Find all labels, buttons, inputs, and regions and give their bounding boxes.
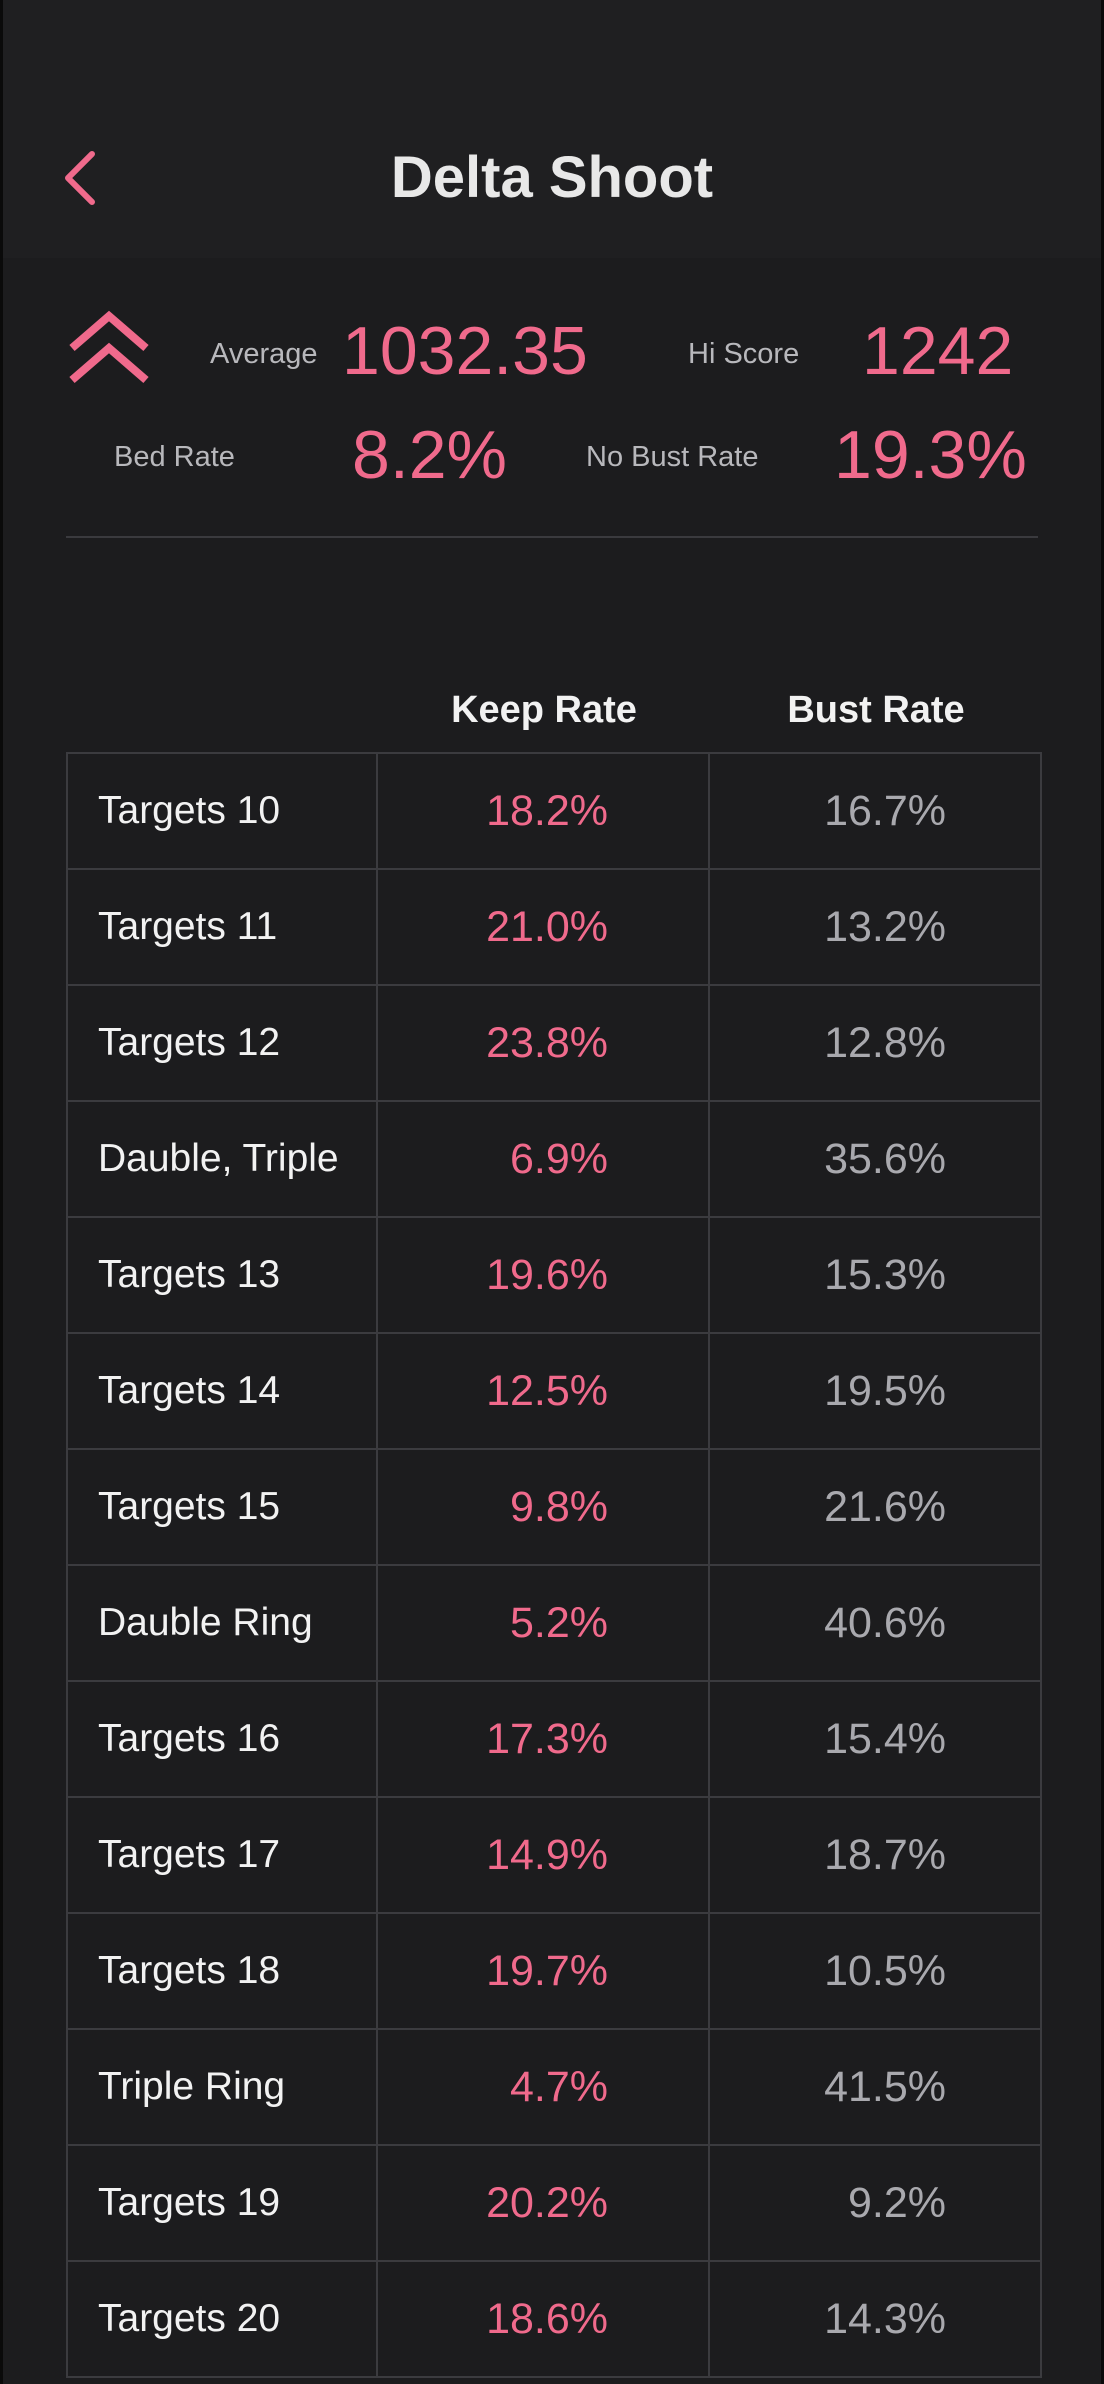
- double-chevron-up-icon: [69, 310, 149, 384]
- table-row: Targets 14 12.5% 19.5%: [68, 1334, 1042, 1450]
- nav-header: Delta Shoot: [0, 0, 1104, 258]
- target-name-cell: Targets 11: [68, 870, 378, 984]
- bust-rate-cell: 13.2%: [710, 870, 1042, 984]
- bed-rate-value: 8.2%: [352, 417, 507, 493]
- table-row: Dauble, Triple 6.9% 35.6%: [68, 1102, 1042, 1218]
- bust-rate-cell: 15.3%: [710, 1218, 1042, 1332]
- table-row: Targets 16 17.3% 15.4%: [68, 1682, 1042, 1798]
- bed-rate-label: Bed Rate: [114, 441, 235, 473]
- bust-rate-cell: 35.6%: [710, 1102, 1042, 1216]
- screen-edge: [0, 0, 3, 2384]
- table-row: Triple Ring 4.7% 41.5%: [68, 2030, 1042, 2146]
- rate-table: Targets 10 18.2% 16.7% Targets 11 21.0% 13.2%…: [66, 752, 1042, 2378]
- keep-rate-cell: 20.2%: [378, 2146, 710, 2260]
- bust-rate-cell: 12.8%: [710, 986, 1042, 1100]
- target-name-cell: Dauble Ring: [68, 1566, 378, 1680]
- table-row: Targets 15 9.8% 21.6%: [68, 1450, 1042, 1566]
- bust-rate-cell: 9.2%: [710, 2146, 1042, 2260]
- no-bust-rate-label: No Bust Rate: [586, 441, 759, 473]
- keep-rate-cell: 9.8%: [378, 1450, 710, 1564]
- keep-rate-cell: 19.6%: [378, 1218, 710, 1332]
- hi-score-label: Hi Score: [688, 338, 800, 370]
- screen-edge: [1101, 0, 1104, 2384]
- bust-rate-cell: 15.4%: [710, 1682, 1042, 1796]
- bust-rate-cell: 14.3%: [710, 2262, 1042, 2376]
- target-name-cell: Targets 12: [68, 986, 378, 1100]
- keep-rate-cell: 17.3%: [378, 1682, 710, 1796]
- table-row: Dauble Ring 5.2% 40.6%: [68, 1566, 1042, 1682]
- keep-rate-cell: 21.0%: [378, 870, 710, 984]
- keep-rate-cell: 18.2%: [378, 754, 710, 868]
- bust-rate-cell: 16.7%: [710, 754, 1042, 868]
- keep-rate-cell: 19.7%: [378, 1914, 710, 2028]
- target-name-cell: Targets 16: [68, 1682, 378, 1796]
- target-name-cell: Targets 20: [68, 2262, 378, 2376]
- keep-rate-cell: 18.6%: [378, 2262, 710, 2376]
- average-label: Average: [210, 338, 318, 370]
- bust-rate-cell: 19.5%: [710, 1334, 1042, 1448]
- target-name-cell: Dauble, Triple: [68, 1102, 378, 1216]
- table-row: Targets 13 19.6% 15.3%: [68, 1218, 1042, 1334]
- bust-rate-cell: 41.5%: [710, 2030, 1042, 2144]
- table-header: Keep Rate Bust Rate: [66, 670, 1038, 750]
- table-row: Targets 12 23.8% 12.8%: [68, 986, 1042, 1102]
- table-row: Targets 19 20.2% 9.2%: [68, 2146, 1042, 2262]
- column-header-keep-rate: Keep Rate: [451, 689, 637, 731]
- back-button[interactable]: [50, 140, 110, 216]
- target-name-cell: Triple Ring: [68, 2030, 378, 2144]
- keep-rate-cell: 6.9%: [378, 1102, 710, 1216]
- divider: [66, 536, 1038, 538]
- summary-stats: Average 1032.35 Hi Score 1242 Bed Rate 8…: [0, 258, 1104, 538]
- average-value: 1032.35: [342, 313, 588, 389]
- keep-rate-cell: 14.9%: [378, 1798, 710, 1912]
- bust-rate-cell: 10.5%: [710, 1914, 1042, 2028]
- table-row: Targets 18 19.7% 10.5%: [68, 1914, 1042, 2030]
- keep-rate-cell: 12.5%: [378, 1334, 710, 1448]
- table-row: Targets 11 21.0% 13.2%: [68, 870, 1042, 986]
- keep-rate-cell: 4.7%: [378, 2030, 710, 2144]
- target-name-cell: Targets 13: [68, 1218, 378, 1332]
- keep-rate-cell: 23.8%: [378, 986, 710, 1100]
- table-row: Targets 10 18.2% 16.7%: [68, 754, 1042, 870]
- no-bust-rate-value: 19.3%: [834, 417, 1027, 493]
- table-row: Targets 20 18.6% 14.3%: [68, 2262, 1042, 2378]
- hi-score-value: 1242: [862, 313, 1014, 389]
- target-name-cell: Targets 10: [68, 754, 378, 868]
- page-title: Delta Shoot: [390, 145, 714, 210]
- target-name-cell: Targets 14: [68, 1334, 378, 1448]
- table-row: Targets 17 14.9% 18.7%: [68, 1798, 1042, 1914]
- target-name-cell: Targets 18: [68, 1914, 378, 2028]
- bust-rate-cell: 18.7%: [710, 1798, 1042, 1912]
- target-name-cell: Targets 19: [68, 2146, 378, 2260]
- bust-rate-cell: 40.6%: [710, 1566, 1042, 1680]
- target-name-cell: Targets 17: [68, 1798, 378, 1912]
- column-header-bust-rate: Bust Rate: [787, 689, 965, 731]
- keep-rate-cell: 5.2%: [378, 1566, 710, 1680]
- chevron-left-icon: [65, 151, 95, 205]
- target-name-cell: Targets 15: [68, 1450, 378, 1564]
- bust-rate-cell: 21.6%: [710, 1450, 1042, 1564]
